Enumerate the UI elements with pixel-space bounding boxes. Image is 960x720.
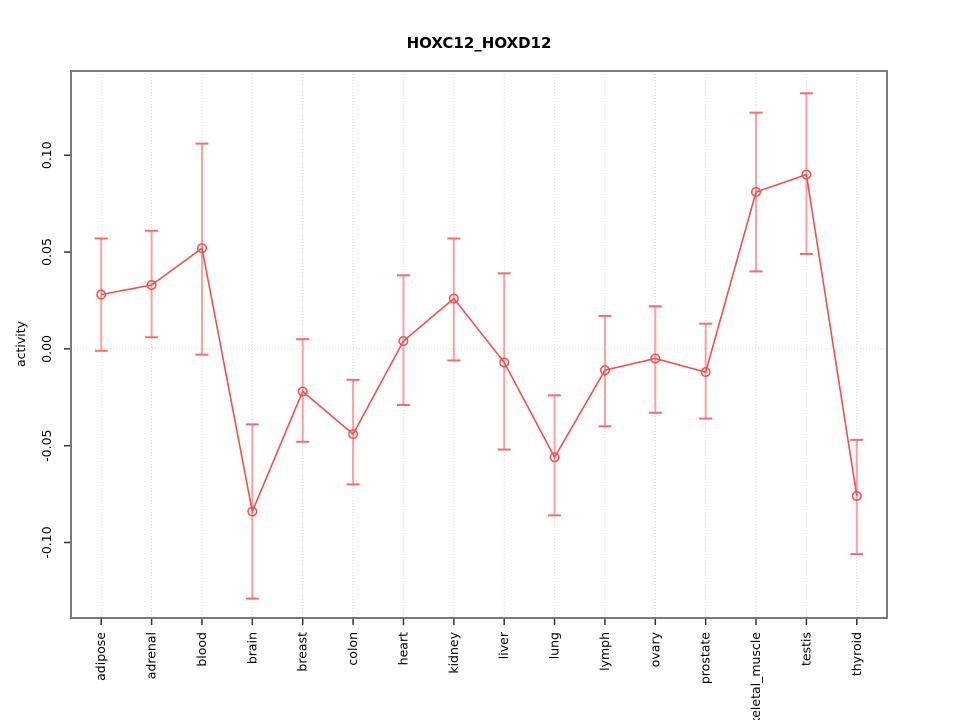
x-tick-label: testis	[798, 632, 813, 666]
y-tick-label: 0.10	[39, 141, 54, 169]
x-tick-label: ovary	[647, 631, 662, 667]
y-tick-label: 0.00	[39, 335, 54, 363]
y-axis: -0.10 -0.05 0.00 0.05 0.10	[39, 141, 71, 559]
y-tick-label: 0.05	[39, 238, 54, 266]
data-point	[297, 386, 308, 397]
x-tick-label: adipose	[93, 632, 108, 681]
data-point	[398, 336, 409, 347]
data-point	[851, 490, 862, 502]
x-tick-label: lymph	[597, 632, 612, 671]
data-point	[599, 365, 610, 376]
data-point	[650, 353, 661, 364]
x-tick-label: skeletal_muscle	[748, 632, 763, 720]
data-point	[247, 506, 258, 517]
x-tick-label: liver	[496, 631, 511, 659]
y-axis-label: activity	[13, 320, 28, 367]
data-point	[549, 452, 560, 463]
x-tick-label: colon	[345, 632, 360, 666]
data-point	[700, 367, 711, 378]
y-tick-label: -0.05	[39, 430, 54, 462]
y-tick-label: -0.10	[39, 526, 54, 558]
x-tick-label: blood	[194, 632, 209, 667]
x-tick-label: kidney	[446, 631, 461, 673]
data-line	[101, 173, 858, 515]
x-tick-label: brain	[244, 632, 259, 664]
chart-title: HOXC12_HOXD12	[407, 34, 552, 52]
data-series	[94, 92, 864, 600]
data-point	[196, 243, 208, 254]
data-point	[348, 429, 359, 440]
x-tick-label: heart	[395, 632, 410, 665]
x-axis: adipose adrenal blood brain breast colon heart…	[93, 618, 864, 720]
gridlines	[71, 71, 887, 618]
x-tick-label: lung	[547, 632, 562, 659]
x-tick-label: prostate	[698, 632, 713, 684]
data-point	[750, 186, 762, 198]
data-point	[146, 279, 157, 291]
plot-border	[70, 70, 888, 619]
x-tick-label: breast	[295, 632, 310, 672]
x-tick-label: adrenal	[144, 632, 159, 679]
data-point	[448, 293, 459, 304]
x-tick-label: thyroid	[849, 632, 864, 676]
data-point	[801, 169, 812, 180]
data-point	[499, 357, 510, 368]
data-point	[96, 289, 107, 300]
